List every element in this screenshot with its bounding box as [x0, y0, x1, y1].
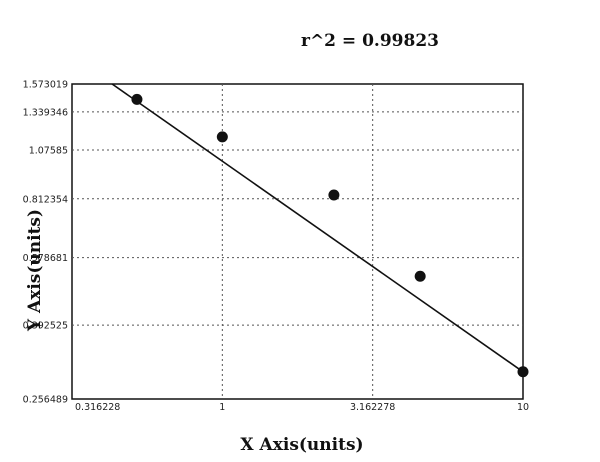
data-point [131, 93, 143, 105]
x-tick-label: 3.162278 [350, 402, 395, 413]
y-tick-label: 0.578681 [23, 253, 68, 264]
y-tick-label: 1.07585 [29, 145, 68, 156]
grid-lines [72, 84, 523, 399]
y-tick-label: 1.573019 [23, 80, 68, 91]
y-tick-label: 1.339346 [23, 107, 68, 118]
data-point [216, 131, 228, 143]
x-tick-label: 10 [517, 402, 529, 413]
x-axis-title: X Axis(units) [240, 435, 363, 455]
fit-line [111, 83, 524, 373]
fit-line-layer [111, 83, 524, 373]
data-point [517, 366, 529, 378]
y-axis-title: Y Axis(units) [25, 209, 45, 332]
r-squared-annotation: r^2 = 0.99823 [301, 31, 439, 51]
x-tick-labels: 0.316228 1 3.162278 10 [75, 402, 529, 413]
data-point [414, 270, 426, 282]
y-tick-labels: 0.256489 0.392525 0.578681 0.812354 1.07585 1… [23, 80, 68, 406]
y-tick-label: 0.392525 [23, 321, 68, 332]
data-points [131, 93, 529, 378]
x-tick-label: 0.316228 [75, 402, 120, 413]
y-tick-label: 0.812354 [23, 194, 68, 205]
plot-area [71, 83, 524, 400]
x-tick-label: 1 [219, 402, 225, 413]
y-tick-label: 0.256489 [23, 395, 68, 406]
data-point [328, 189, 340, 201]
